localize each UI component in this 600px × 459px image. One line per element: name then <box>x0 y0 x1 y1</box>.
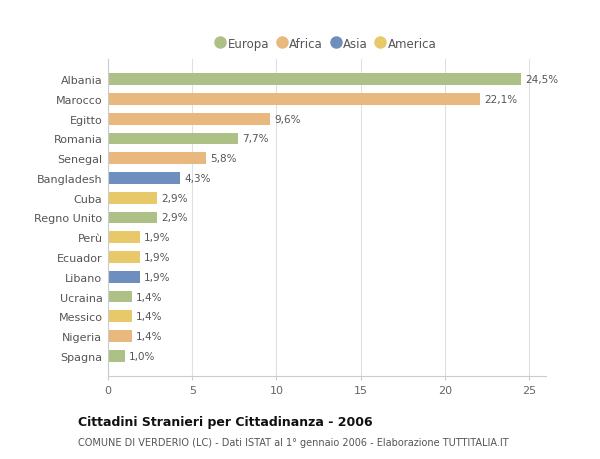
Bar <box>108 350 125 362</box>
Bar <box>108 330 131 342</box>
Text: 1,9%: 1,9% <box>144 272 171 282</box>
Text: 22,1%: 22,1% <box>485 95 518 105</box>
Text: 1,9%: 1,9% <box>144 233 171 243</box>
Text: 2,9%: 2,9% <box>161 193 188 203</box>
Text: 5,8%: 5,8% <box>210 154 236 164</box>
Bar <box>108 133 238 145</box>
Bar <box>108 173 181 185</box>
Bar <box>108 94 481 106</box>
Text: 1,9%: 1,9% <box>144 252 171 263</box>
Text: 1,4%: 1,4% <box>136 331 162 341</box>
Legend: Europa, Africa, Asia, America: Europa, Africa, Asia, America <box>214 34 440 54</box>
Bar <box>108 113 270 125</box>
Bar <box>108 74 521 86</box>
Text: 1,4%: 1,4% <box>136 312 162 322</box>
Text: Cittadini Stranieri per Cittadinanza - 2006: Cittadini Stranieri per Cittadinanza - 2… <box>78 415 373 428</box>
Bar <box>108 192 157 204</box>
Text: 1,0%: 1,0% <box>129 351 155 361</box>
Bar <box>108 271 140 283</box>
Bar <box>108 153 206 165</box>
Bar <box>108 232 140 244</box>
Bar <box>108 212 157 224</box>
Text: 4,3%: 4,3% <box>185 174 211 184</box>
Bar <box>108 311 131 323</box>
Text: 24,5%: 24,5% <box>525 75 558 85</box>
Text: 1,4%: 1,4% <box>136 292 162 302</box>
Bar <box>108 252 140 263</box>
Text: COMUNE DI VERDERIO (LC) - Dati ISTAT al 1° gennaio 2006 - Elaborazione TUTTITALI: COMUNE DI VERDERIO (LC) - Dati ISTAT al … <box>78 437 509 447</box>
Text: 9,6%: 9,6% <box>274 114 301 124</box>
Bar <box>108 291 131 303</box>
Text: 7,7%: 7,7% <box>242 134 268 144</box>
Text: 2,9%: 2,9% <box>161 213 188 223</box>
